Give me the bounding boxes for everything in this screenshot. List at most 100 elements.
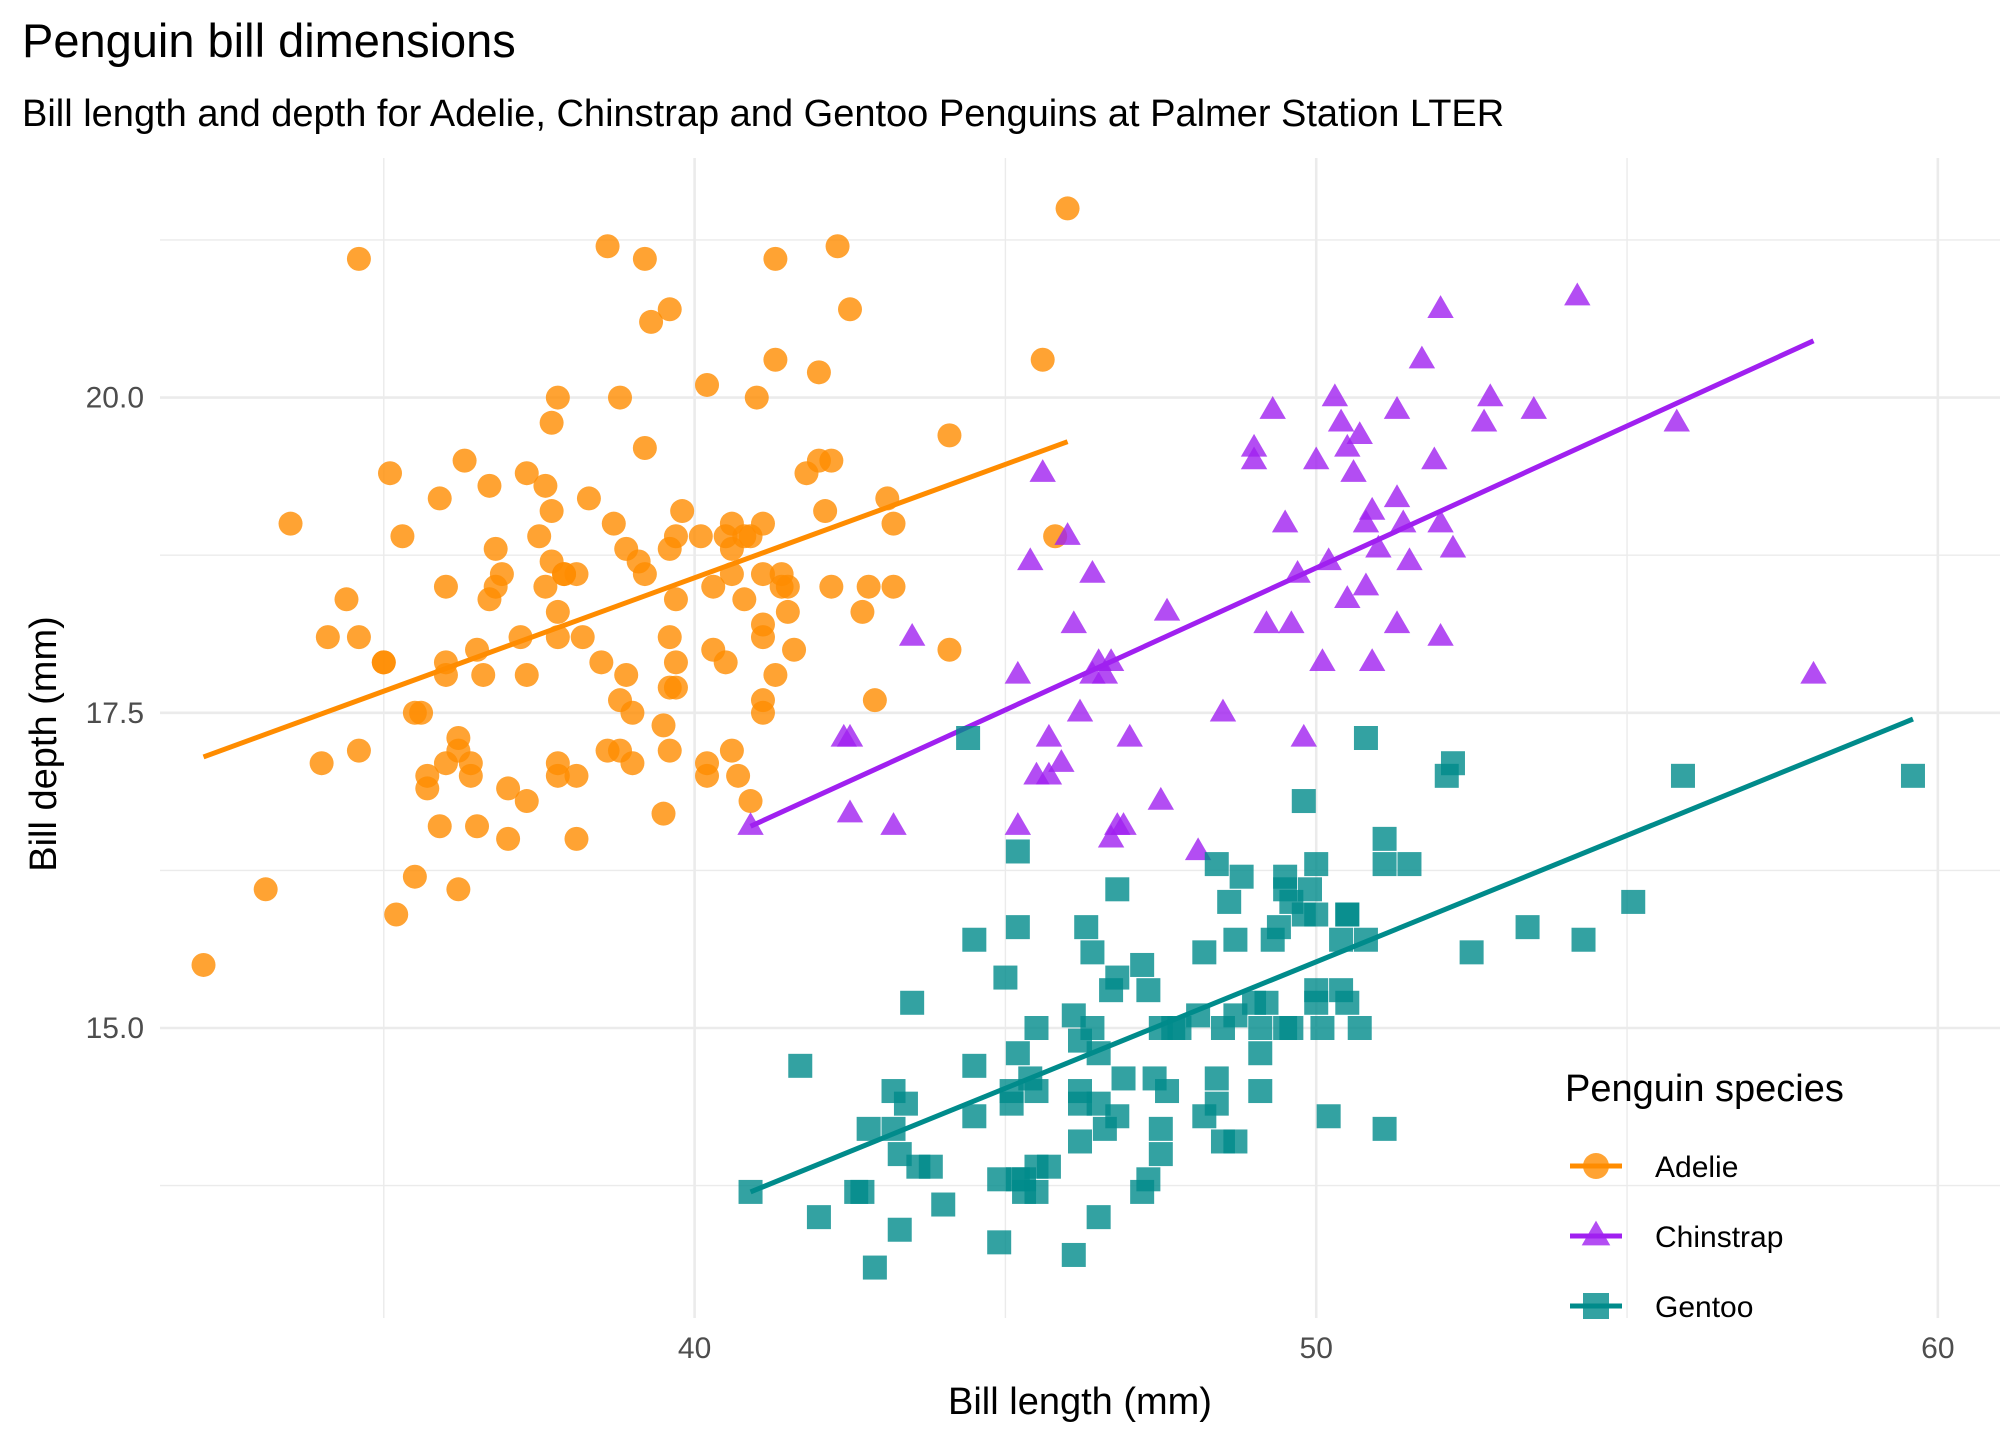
chinstrap-point [1035, 723, 1063, 747]
adelie-point [719, 562, 744, 587]
adelie-point [508, 625, 533, 650]
adelie-point [576, 486, 601, 511]
gentoo-point [862, 1255, 887, 1280]
chinstrap-point [1079, 559, 1106, 583]
adelie-point [819, 574, 844, 599]
gentoo-point [962, 927, 987, 952]
adelie-point [763, 246, 788, 271]
adelie-point [483, 536, 508, 561]
adelie-point [657, 738, 682, 763]
adelie-point [514, 662, 539, 687]
gentoo-point [806, 1205, 831, 1230]
legend-key-chinstrap [1581, 1220, 1611, 1246]
chinstrap-point [1340, 459, 1367, 482]
gentoo-point [1353, 726, 1378, 750]
adelie-point [763, 347, 788, 372]
gentoo-point [1304, 852, 1329, 877]
chinstrap-point [1054, 522, 1081, 545]
regression-lines [202, 338, 1914, 1195]
adelie-point [564, 562, 589, 587]
gentoo-point [1024, 1179, 1049, 1204]
legend-item-chinstrap: Chinstrap [1570, 1220, 1783, 1254]
gentoo-point [1310, 1016, 1335, 1040]
chinstrap-point [1396, 547, 1423, 571]
adelie-point [1055, 196, 1080, 221]
adelie-point [601, 511, 626, 536]
adelie-point [738, 789, 763, 814]
chinstrap-point [1284, 559, 1311, 583]
adelie-point [719, 738, 744, 763]
gentoo-point [1105, 877, 1130, 902]
chinstrap-point [836, 723, 864, 747]
adelie-point [545, 751, 570, 776]
x-tick-label: 50 [1300, 1332, 1333, 1365]
gentoo-point [918, 1154, 943, 1179]
gentoo-point [1304, 978, 1329, 1003]
adelie-point [533, 473, 558, 498]
gentoo-point [993, 965, 1018, 990]
adelie-point [390, 524, 415, 549]
legend-item-adelie: Adelie [1570, 1151, 1738, 1184]
adelie-point [465, 814, 490, 839]
gentoo-point [962, 1104, 987, 1129]
chart-subtitle: Bill length and depth for Adelie, Chinst… [22, 93, 1504, 135]
gentoo-point [1372, 1116, 1397, 1141]
adelie-point [496, 776, 521, 801]
legend-key-gentoo [1583, 1293, 1609, 1319]
gentoo-point [900, 990, 925, 1015]
gentoo-point [1440, 751, 1465, 776]
gentoo-point [850, 1179, 875, 1204]
chinstrap-point [1209, 698, 1237, 722]
gentoo-point [1080, 1016, 1105, 1040]
adelie-point [651, 801, 676, 826]
gentoo-point [1298, 877, 1322, 902]
chinstrap-point [1427, 509, 1454, 533]
adelie-point [639, 309, 664, 334]
chinstrap-point [1408, 345, 1436, 369]
adelie-point [701, 574, 726, 599]
adelie-fit-line [202, 439, 1069, 760]
chinstrap-point [1564, 282, 1591, 306]
gentoo-point [1105, 1104, 1130, 1129]
adelie-point [489, 562, 514, 587]
gentoo-point [1353, 927, 1378, 952]
gentoo-point [1372, 852, 1397, 877]
gentoo-point [956, 726, 981, 750]
gentoo-point [1670, 763, 1695, 788]
adelie-point [315, 625, 340, 650]
gentoo-point [1111, 1066, 1136, 1091]
gentoo-point [1372, 826, 1397, 851]
gentoo-point [1204, 1066, 1229, 1091]
adelie-point [620, 700, 645, 725]
adelie-point [545, 625, 570, 650]
x-tick-label: 40 [678, 1332, 711, 1365]
gentoo-point [881, 1116, 906, 1141]
chinstrap-point [1439, 534, 1467, 558]
adelie-point [384, 902, 409, 927]
chinstrap-point [1383, 396, 1411, 419]
adelie-point [825, 234, 850, 259]
adelie-point [253, 877, 278, 902]
adelie-point [533, 574, 558, 599]
chinstrap-point [1352, 572, 1380, 596]
legend-label: Adelie [1655, 1151, 1738, 1184]
adelie-point [750, 688, 775, 713]
chinstrap-point [1004, 660, 1032, 684]
gentoo-fit-line [749, 716, 1914, 1195]
gentoo-point [1080, 940, 1105, 965]
gentoo-point [1005, 1041, 1030, 1066]
chinstrap-point [1334, 585, 1361, 608]
chinstrap-point [1520, 396, 1547, 419]
chinstrap-point [1383, 610, 1411, 634]
gentoo-point [1024, 1079, 1049, 1104]
adelie-point [688, 524, 713, 549]
chinstrap-point [1278, 610, 1305, 634]
adelie-point [651, 713, 676, 738]
chinstrap-point [1029, 459, 1056, 482]
chinstrap-point [1184, 837, 1212, 861]
gentoo-point [1130, 952, 1155, 977]
gentoo-point [1086, 1205, 1111, 1230]
gentoo-point [1335, 990, 1360, 1015]
adelie-point [632, 246, 657, 271]
gentoo-point [1217, 889, 1242, 914]
